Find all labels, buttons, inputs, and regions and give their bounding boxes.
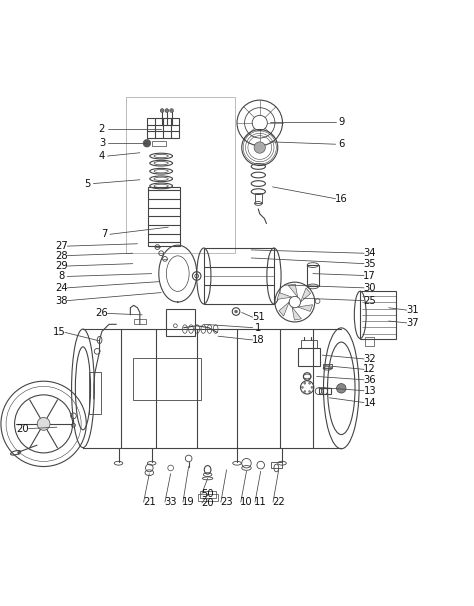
Text: 26: 26 bbox=[96, 308, 108, 318]
Circle shape bbox=[309, 382, 310, 384]
Bar bbox=[148, 187, 180, 246]
Circle shape bbox=[160, 108, 164, 113]
Bar bbox=[307, 265, 319, 287]
Text: 20: 20 bbox=[17, 424, 29, 434]
Circle shape bbox=[304, 382, 306, 384]
Text: 12: 12 bbox=[364, 364, 376, 375]
Circle shape bbox=[304, 390, 306, 393]
Bar bbox=[360, 291, 396, 339]
Text: 17: 17 bbox=[364, 270, 376, 281]
Polygon shape bbox=[301, 288, 310, 302]
Text: 19: 19 bbox=[182, 497, 195, 507]
Bar bbox=[204, 248, 274, 304]
Bar bbox=[89, 371, 101, 415]
Bar bbox=[319, 388, 331, 394]
Text: 25: 25 bbox=[364, 296, 376, 305]
Text: 3: 3 bbox=[99, 138, 105, 148]
Text: 37: 37 bbox=[406, 318, 419, 328]
Polygon shape bbox=[298, 305, 313, 311]
Circle shape bbox=[235, 310, 237, 313]
Text: 35: 35 bbox=[364, 259, 376, 268]
Polygon shape bbox=[288, 284, 298, 297]
Text: 20: 20 bbox=[201, 498, 214, 508]
Text: 8: 8 bbox=[58, 271, 65, 281]
Text: 4: 4 bbox=[99, 151, 105, 161]
Text: 34: 34 bbox=[364, 248, 376, 258]
Bar bbox=[133, 358, 201, 400]
Text: 1: 1 bbox=[255, 322, 262, 333]
Text: 11: 11 bbox=[255, 497, 267, 507]
Bar bbox=[147, 118, 179, 138]
Bar bbox=[271, 462, 282, 468]
Circle shape bbox=[309, 390, 310, 393]
Bar bbox=[134, 319, 146, 324]
Circle shape bbox=[254, 142, 265, 153]
Bar bbox=[255, 193, 262, 204]
Polygon shape bbox=[292, 307, 301, 320]
Circle shape bbox=[311, 387, 313, 388]
Text: 51: 51 bbox=[252, 312, 264, 322]
Circle shape bbox=[165, 108, 169, 113]
Bar bbox=[301, 341, 317, 348]
Circle shape bbox=[301, 387, 303, 388]
Text: 7: 7 bbox=[101, 229, 108, 239]
Text: 15: 15 bbox=[53, 327, 65, 338]
Circle shape bbox=[37, 418, 50, 430]
Text: 14: 14 bbox=[364, 398, 376, 408]
Text: 27: 27 bbox=[55, 241, 68, 251]
Text: 29: 29 bbox=[55, 261, 68, 271]
Text: 21: 21 bbox=[143, 497, 155, 507]
Circle shape bbox=[143, 139, 151, 147]
Text: 50: 50 bbox=[201, 488, 214, 499]
Text: 22: 22 bbox=[273, 497, 285, 507]
Text: 18: 18 bbox=[252, 335, 264, 345]
Text: 31: 31 bbox=[406, 305, 419, 315]
Text: 23: 23 bbox=[220, 497, 233, 507]
Text: 16: 16 bbox=[335, 194, 347, 204]
Text: 24: 24 bbox=[55, 283, 68, 293]
Text: 6: 6 bbox=[338, 139, 345, 149]
Text: 30: 30 bbox=[364, 283, 376, 293]
Text: 32: 32 bbox=[364, 354, 376, 364]
Bar bbox=[200, 491, 216, 498]
Text: 2: 2 bbox=[99, 124, 105, 133]
Bar bbox=[166, 308, 195, 336]
Bar bbox=[198, 494, 218, 501]
Text: 10: 10 bbox=[240, 497, 253, 507]
Bar bbox=[126, 97, 235, 253]
Circle shape bbox=[337, 384, 346, 393]
Circle shape bbox=[170, 108, 173, 113]
Text: 38: 38 bbox=[55, 296, 68, 305]
Text: 36: 36 bbox=[364, 375, 376, 385]
Polygon shape bbox=[277, 293, 292, 299]
Bar bbox=[323, 364, 332, 368]
Polygon shape bbox=[279, 302, 289, 316]
Text: 13: 13 bbox=[364, 385, 376, 396]
Text: 5: 5 bbox=[84, 179, 91, 188]
Bar bbox=[298, 348, 320, 365]
Text: 28: 28 bbox=[55, 251, 68, 261]
Bar bbox=[365, 337, 374, 345]
Bar bbox=[152, 141, 166, 145]
Text: 33: 33 bbox=[164, 497, 177, 507]
Text: 9: 9 bbox=[338, 117, 345, 127]
